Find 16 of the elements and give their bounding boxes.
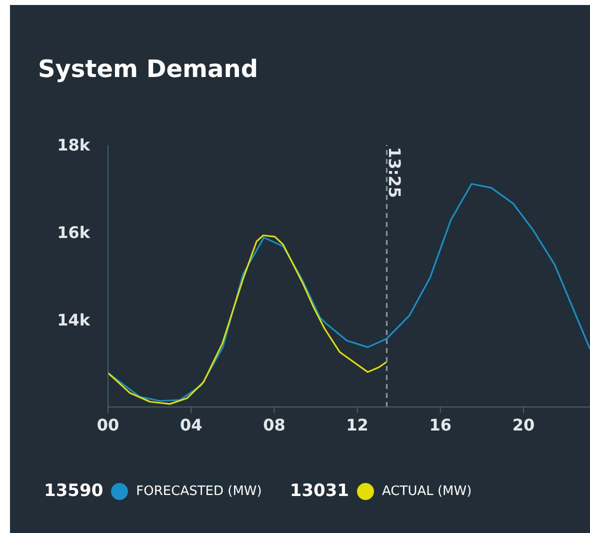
x-tick-label: 12 — [346, 415, 368, 434]
y-tick-label: 16k — [57, 223, 90, 242]
x-tick-label: 08 — [263, 415, 286, 434]
chart-title: System Demand — [38, 55, 258, 83]
x-tick-label: 16 — [429, 415, 452, 434]
y-tick-label: 14k — [57, 310, 90, 330]
x-tick-label: 04 — [180, 415, 202, 434]
y-tick-label: 18k — [57, 136, 90, 155]
x-tick-label: 20 — [512, 415, 535, 434]
text: 13590 — [44, 481, 104, 501]
legend-label: FORECASTED (MW) — [136, 484, 262, 498]
x-tick-label: 00 — [96, 415, 120, 434]
line-series — [108, 234, 388, 405]
legend-label: ACTUAL (MW) — [382, 484, 472, 498]
text: 13031 — [290, 481, 350, 501]
ref-line-label: 13:25 — [385, 147, 404, 198]
